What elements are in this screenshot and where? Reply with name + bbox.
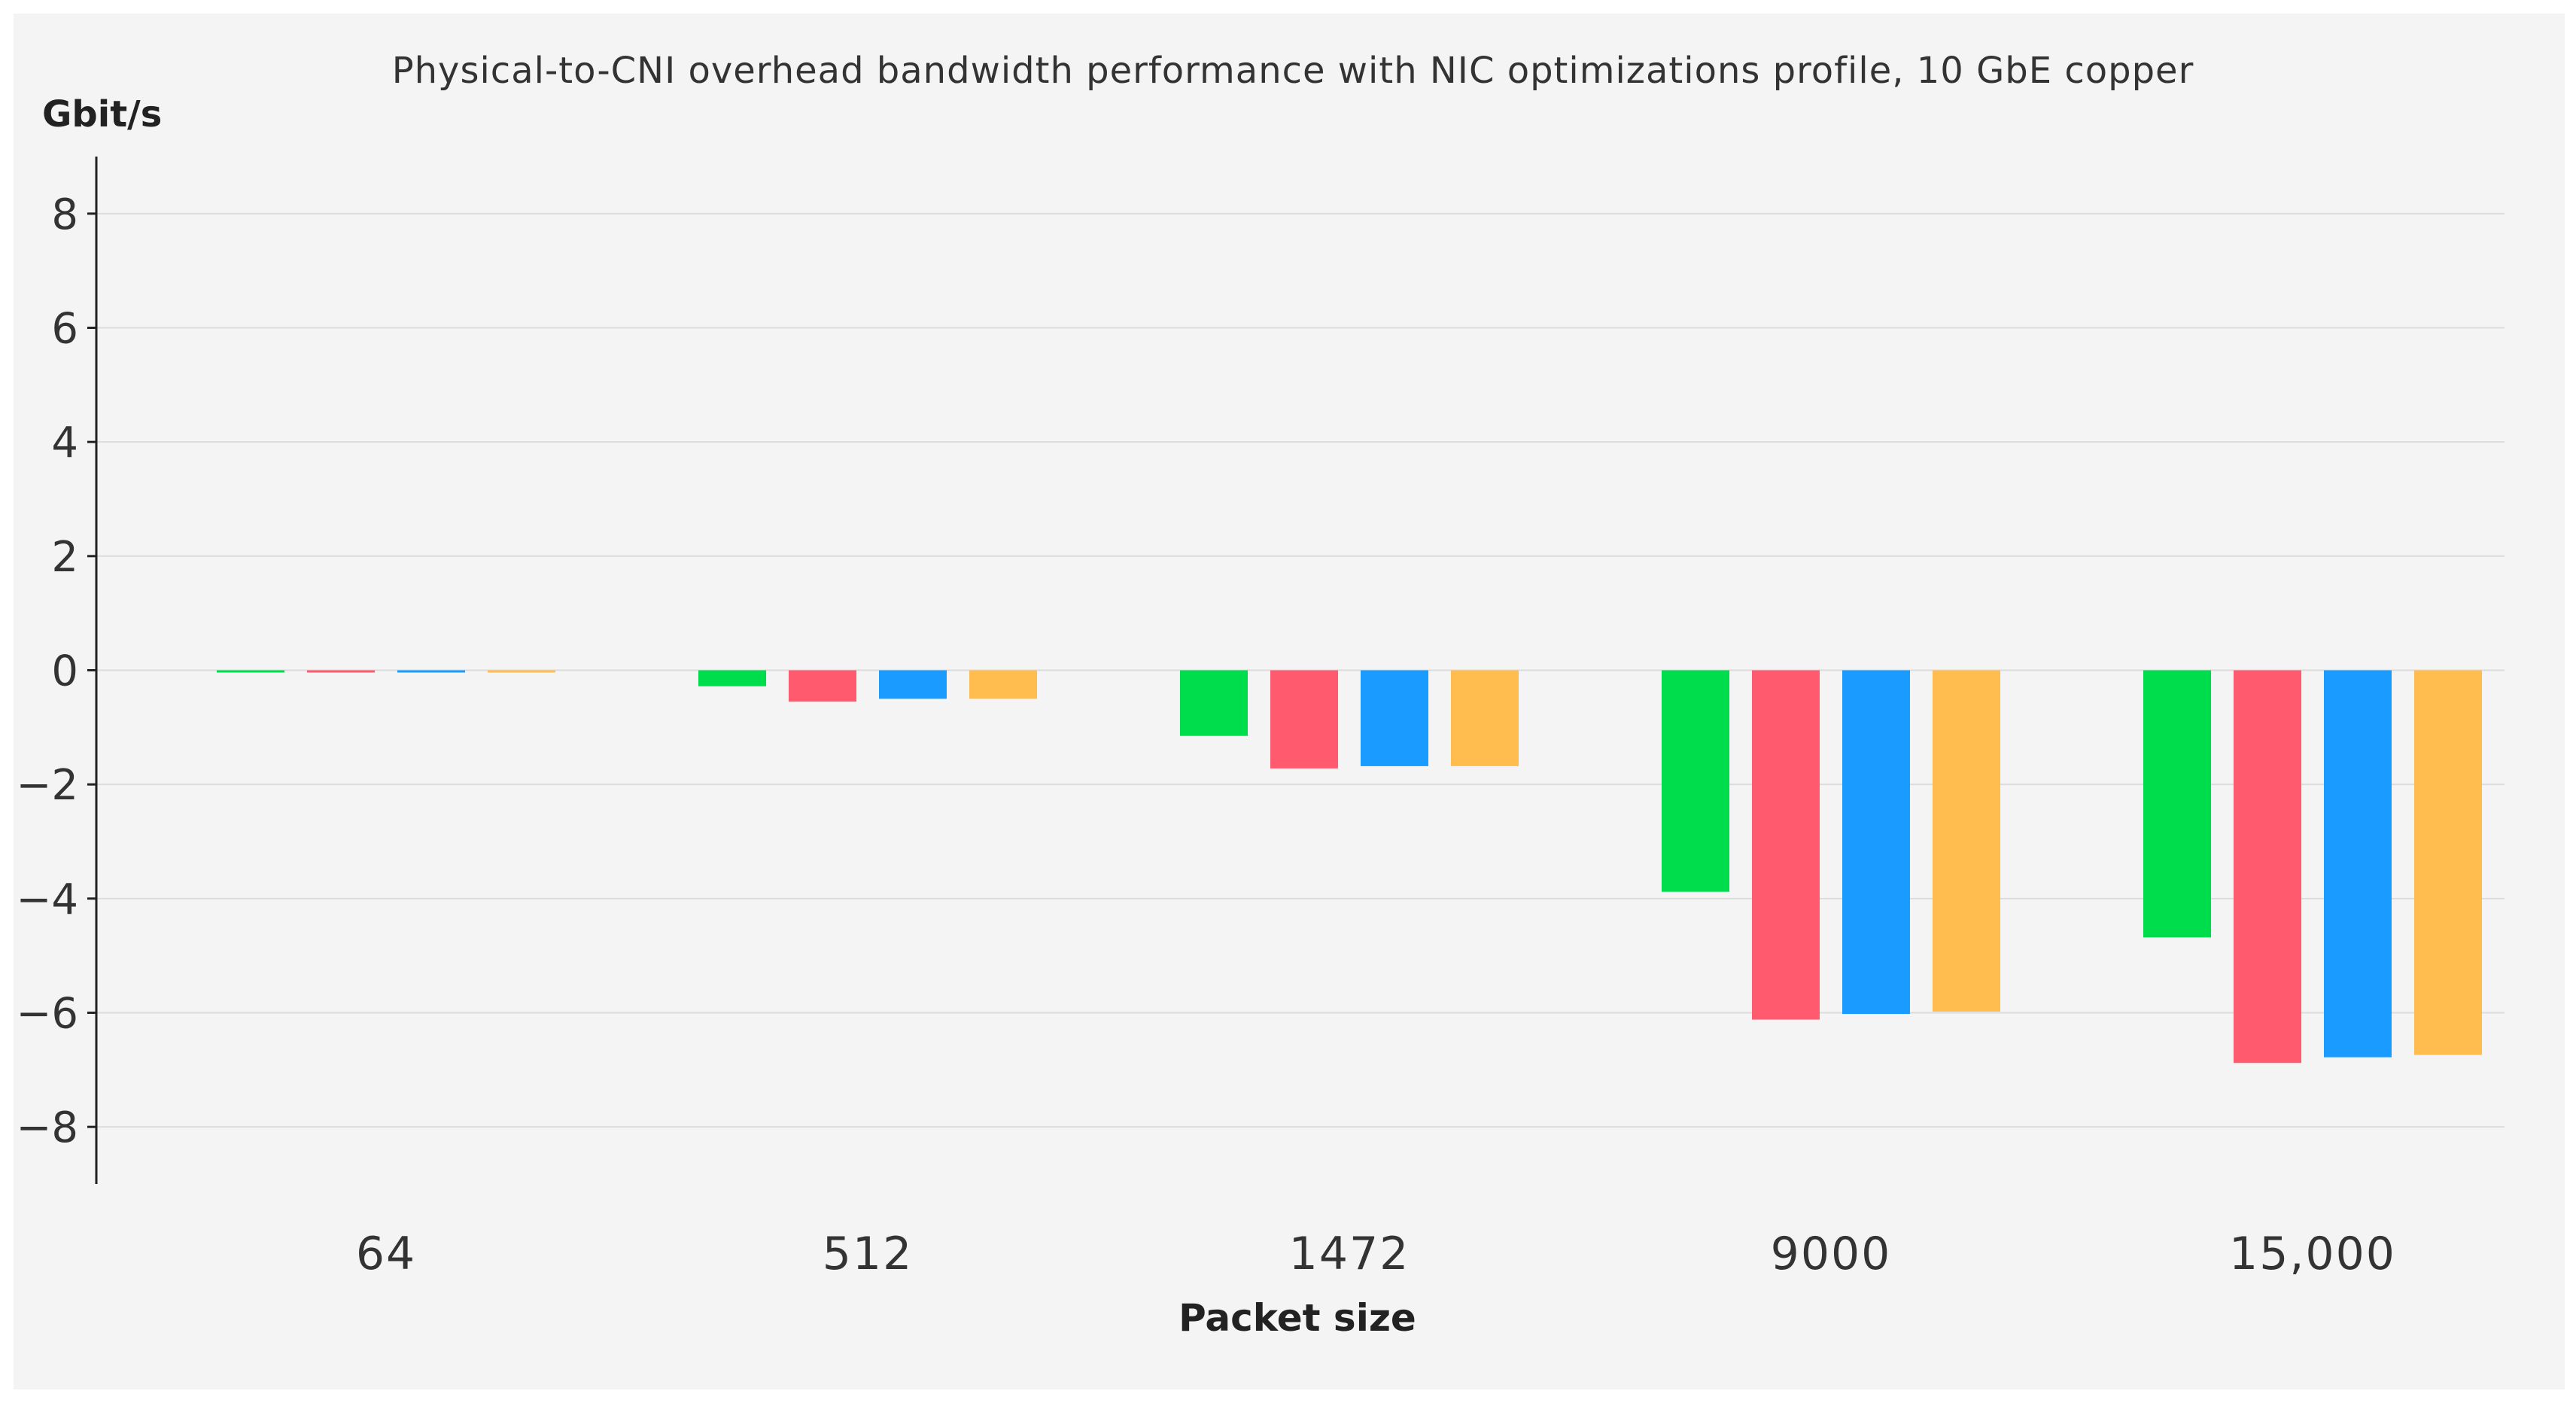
bar-series-2-9000 xyxy=(1752,670,1820,1020)
bar-series-1-9000 xyxy=(1662,670,1729,892)
y-tick-labels: 8 6 4 2 0 −2 −4 −6 −8 xyxy=(16,190,78,1152)
y-tick-label: −8 xyxy=(16,1103,78,1152)
bar-series-4-64 xyxy=(488,670,555,673)
chart-frame: 8 6 4 2 0 −2 −4 −6 −8 64 512 1472 9000 15,000 Physic… xyxy=(14,14,2565,1389)
bar-series-3-64 xyxy=(397,670,465,673)
x-category-label: 1472 xyxy=(1289,1228,1410,1280)
bar-series-2-15000 xyxy=(2234,670,2301,1064)
bar-series-3-15000 xyxy=(2324,670,2392,1058)
bar-series-3-1472 xyxy=(1361,670,1428,766)
y-tick-label: 6 xyxy=(51,305,78,354)
y-tick-label: −4 xyxy=(16,875,78,924)
bar-series-4-512 xyxy=(969,670,1037,699)
bar-series-1-1472 xyxy=(1180,670,1248,736)
x-category-label: 15,000 xyxy=(2229,1228,2396,1280)
y-axis-title: Gbit/s xyxy=(42,93,162,135)
bar-series-3-9000 xyxy=(1842,670,1910,1015)
bar-series-4-9000 xyxy=(1933,670,2000,1012)
bar-series-1-64 xyxy=(217,670,284,673)
y-tick-label: 4 xyxy=(51,418,78,467)
x-axis-title: Packet size xyxy=(1179,1296,1416,1340)
bar-series-2-64 xyxy=(307,670,375,673)
y-tick-label: 0 xyxy=(51,647,78,696)
x-category-label: 9000 xyxy=(1771,1228,1892,1280)
bar-series-1-512 xyxy=(698,670,766,686)
y-tick-label: −6 xyxy=(16,990,78,1039)
bar-series-4-1472 xyxy=(1451,670,1519,766)
bar-series-2-1472 xyxy=(1270,670,1338,768)
y-tick-label: 2 xyxy=(51,533,78,582)
bar-series-4-15000 xyxy=(2414,670,2482,1055)
x-category-label: 64 xyxy=(356,1228,416,1280)
y-tick-label: 8 xyxy=(51,190,78,239)
bar-series-2-512 xyxy=(789,670,856,702)
chart-title: Physical-to-CNI overhead bandwidth perfo… xyxy=(392,50,2194,92)
bar-series-1-15000 xyxy=(2143,670,2211,938)
x-category-label: 512 xyxy=(823,1228,914,1280)
bar-series-3-512 xyxy=(879,670,947,699)
bars xyxy=(217,670,2482,1064)
x-category-labels: 64 512 1472 9000 15,000 xyxy=(356,1228,2396,1280)
y-tick-label: −2 xyxy=(16,761,78,810)
